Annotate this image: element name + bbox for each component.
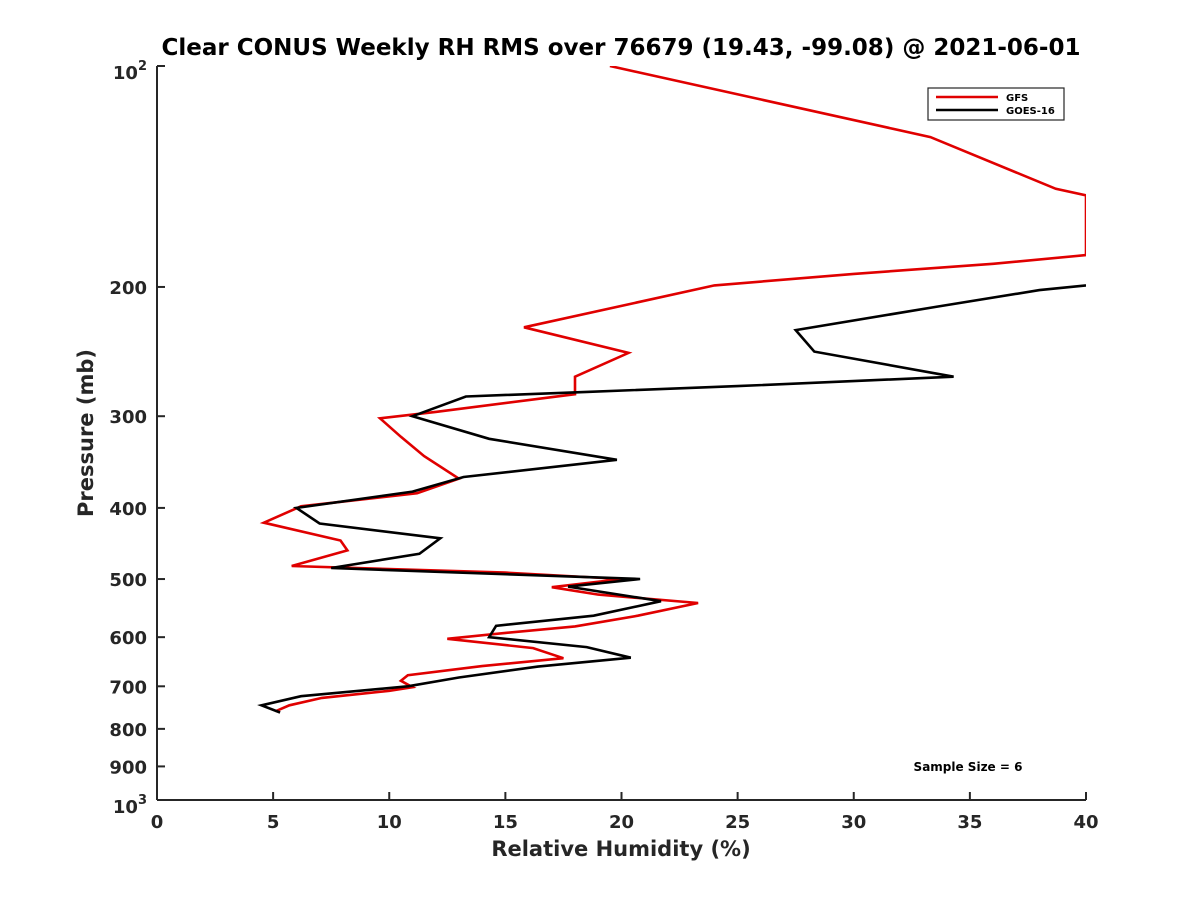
y-tick-label: 800 [109,720,147,741]
x-tick-label: 25 [725,812,750,833]
chart-title: Clear CONUS Weekly RH RMS over 76679 (19… [162,35,1081,61]
y-tick-label: 103 [113,793,147,818]
legend: GFS GOES-16 [927,87,1065,121]
x-tick-label: 20 [609,812,634,833]
x-tick-label: 0 [151,812,164,833]
y-tick-label: 400 [109,499,147,520]
y-tick-label: 300 [109,407,147,428]
x-tick-label: 30 [841,812,866,833]
y-tick-label: 500 [109,570,147,591]
series-line-gfs [259,66,1086,713]
x-tick-label: 15 [493,812,518,833]
y-tick-label: 200 [109,278,147,299]
x-tick-label: 40 [1073,812,1098,833]
y-tick-label: 600 [109,628,147,649]
y-tick-label: 900 [109,757,147,778]
x-tick-label: 10 [377,812,402,833]
x-tick-label: 35 [957,812,982,833]
legend-entry: GOES-16 [1006,106,1055,117]
x-axis-label: Relative Humidity (%) [491,837,750,861]
y-tick-label: 102 [113,59,147,84]
legend-box [927,87,1065,121]
y-axis-label: Pressure (mb) [74,349,98,517]
plot-area: 0 5 10 15 20 25 30 35 40 102 200 300 400 500 600 700 800… [109,59,1098,833]
series-line-goes-16 [257,284,1086,714]
y-tick-label: 700 [109,677,147,698]
x-tick-label: 5 [267,812,280,833]
sample-size-annotation: Sample Size = 6 [914,760,1023,774]
legend-entry: GFS [1006,93,1028,104]
